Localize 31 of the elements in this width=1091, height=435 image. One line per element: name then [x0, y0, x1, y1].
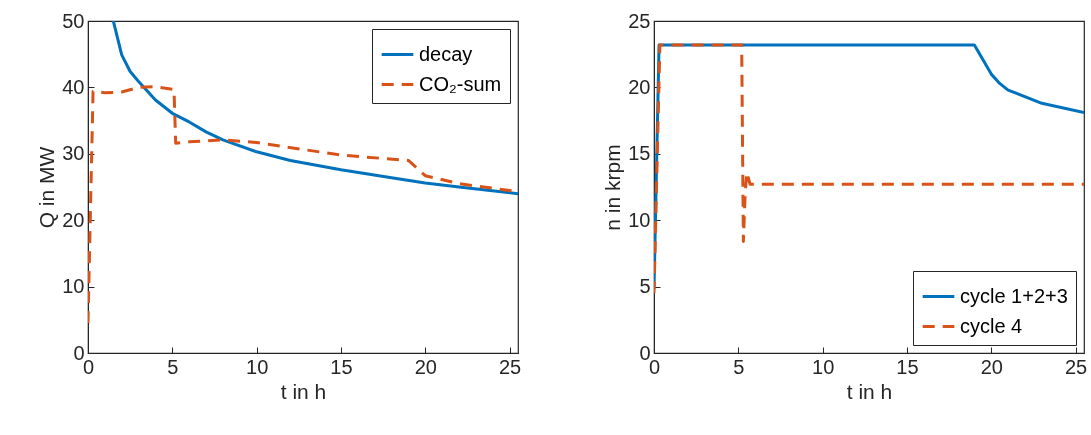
- legend-label: cycle 1+2+3: [960, 284, 1068, 307]
- x-tick-label: 25: [498, 355, 522, 378]
- line-series: [111, 21, 518, 196]
- x-axis-title: t in h: [846, 379, 893, 403]
- legend-label: decay: [419, 42, 473, 65]
- y-tick-label: 50: [62, 9, 85, 32]
- x-tick-label: 25: [1064, 355, 1088, 378]
- x-tick-label: 5: [167, 355, 179, 378]
- legend-label: CO₂-sum: [419, 72, 502, 95]
- x-tick-label: 15: [330, 355, 353, 378]
- y-tick-label: 15: [628, 142, 651, 165]
- y-tick-label: 10: [62, 275, 85, 298]
- x-tick-label: 10: [812, 355, 835, 378]
- y-tick-label: 5: [639, 275, 651, 298]
- x-tick-label: 20: [980, 355, 1003, 378]
- y-tick-label: 0: [639, 341, 651, 364]
- x-tick-label: 5: [733, 355, 745, 378]
- y-tick-label: 10: [628, 208, 651, 231]
- y-tick-label: 40: [62, 75, 85, 98]
- y-tick-label: 25: [628, 9, 651, 32]
- y-axis-title: n in krpm: [601, 144, 625, 231]
- legend-label: cycle 4: [960, 314, 1023, 337]
- y-tick-label: 30: [62, 142, 85, 165]
- y-tick-label: 0: [73, 341, 85, 364]
- y-tick-label: 20: [62, 208, 85, 231]
- y-tick-label: 20: [628, 75, 651, 98]
- x-tick-label: 10: [246, 355, 269, 378]
- x-tick-label: 20: [414, 355, 437, 378]
- x-axis-title: t in h: [280, 379, 327, 403]
- y-axis-title: Q in MW: [35, 146, 59, 229]
- x-tick-label: 15: [896, 355, 919, 378]
